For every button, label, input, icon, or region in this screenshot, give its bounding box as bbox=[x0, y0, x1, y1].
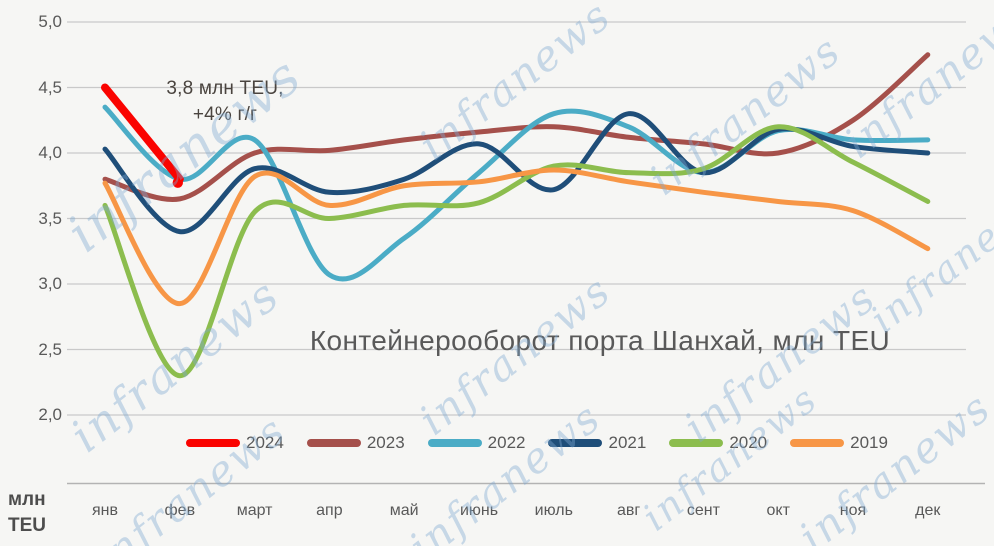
y-tick-label-2_0: 2,0 bbox=[38, 405, 62, 424]
legend-marker-2023 bbox=[306, 439, 361, 447]
y-tick-label-5_0: 5,0 bbox=[38, 12, 62, 31]
legend-label-2023: 2023 bbox=[366, 433, 405, 452]
series-line-2019 bbox=[102, 167, 931, 307]
x-tick-label-июнь: июнь bbox=[459, 502, 499, 519]
x-tick-label-фев: фев bbox=[164, 502, 196, 519]
x-tick-label-янв: янв bbox=[92, 502, 118, 519]
y-tick-label-2_5: 2,5 bbox=[38, 339, 62, 359]
annotation-line1: 3,8 млн TEU, bbox=[166, 78, 284, 99]
x-tick-label-дек: дек bbox=[915, 502, 941, 519]
y-tick-label-3_0: 3,0 bbox=[38, 274, 62, 293]
legend-item-2021: 2021 bbox=[548, 433, 646, 453]
series-line-2021 bbox=[102, 111, 931, 235]
y-axis-unit-line2: TEU bbox=[8, 515, 46, 536]
legend-item-2024: 2024 bbox=[186, 433, 284, 453]
x-tick-label-апр: апр bbox=[316, 502, 343, 519]
legend-marker-2021 bbox=[548, 439, 603, 447]
series-line-2024 bbox=[101, 83, 184, 184]
legend-label-2022: 2022 bbox=[487, 433, 526, 452]
legend-label-2024: 2024 bbox=[246, 433, 284, 452]
y-tick-label-4_0: 4,0 bbox=[38, 143, 62, 162]
y-tick-label-3_5: 3,5 bbox=[38, 208, 62, 228]
annotation-2024-value: 3,8 млн TEU, +4% г/г bbox=[120, 76, 330, 128]
x-tick-label-авг: авг bbox=[616, 502, 641, 519]
x-tick-label-ноя: ноя bbox=[839, 502, 867, 519]
legend-label-2019: 2019 bbox=[850, 433, 888, 452]
legend-marker-2019 bbox=[790, 439, 845, 447]
legend-label-2021: 2021 bbox=[608, 433, 647, 452]
chart-legend: 2024 2023 2022 2021 2020 2019 bbox=[186, 431, 911, 455]
y-axis-unit: млн TEU bbox=[8, 487, 46, 539]
x-tick-label-март: март bbox=[236, 502, 273, 519]
x-tick-label-май: май bbox=[389, 502, 419, 519]
chart-title: Контейнерооборот порта Шанхай, млн TEU bbox=[309, 325, 891, 356]
x-tick-label-июль: июль bbox=[534, 502, 573, 519]
series-line-2020 bbox=[102, 124, 931, 379]
legend-label-2020: 2020 bbox=[729, 433, 768, 452]
series-line-2023 bbox=[102, 52, 931, 202]
legend-marker-2020 bbox=[669, 439, 724, 447]
legend-item-2022: 2022 bbox=[427, 433, 526, 453]
legend-marker-2022 bbox=[427, 439, 482, 447]
annotation-line2: +4% г/г bbox=[192, 104, 258, 125]
legend-item-2019: 2019 bbox=[790, 433, 888, 453]
y-axis-unit-line1: млн bbox=[8, 489, 46, 510]
series-end-marker-2024 bbox=[172, 177, 183, 188]
legend-item-2023: 2023 bbox=[306, 433, 405, 453]
legend-marker-2024 bbox=[186, 439, 240, 447]
legend-item-2020: 2020 bbox=[669, 433, 767, 453]
y-tick-label-4_5: 4,5 bbox=[38, 77, 62, 97]
x-tick-label-сент: сент bbox=[686, 502, 720, 519]
x-tick-label-окт: окт bbox=[766, 502, 790, 519]
